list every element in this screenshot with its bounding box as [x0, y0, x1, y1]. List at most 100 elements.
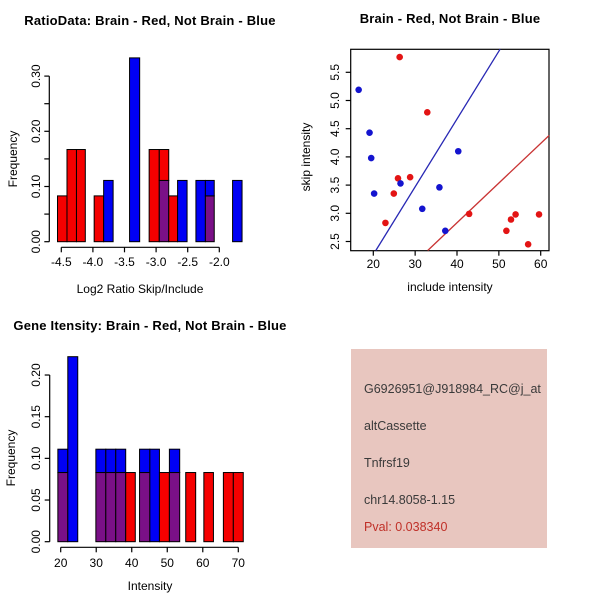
location-text: chr14.8058-1.15 — [364, 493, 456, 507]
y-tick-label: 0.10 — [29, 446, 43, 470]
bar-brain — [168, 195, 179, 243]
y-tick-label: 0.20 — [29, 363, 43, 387]
bar-notbrain — [129, 57, 141, 243]
point-brain — [465, 210, 473, 218]
x-tick-label: 30 — [408, 257, 422, 271]
bar-overlap — [168, 472, 181, 543]
bar-overlap — [105, 472, 117, 543]
plot-box — [350, 48, 550, 252]
bar-overlap — [139, 472, 151, 543]
point-brain — [524, 241, 532, 248]
bar-brain — [148, 149, 160, 243]
probe-id-text: G6926951@J918984_RC@j_at — [364, 382, 541, 396]
ratio-hist-ylabel: Frequency — [6, 130, 20, 188]
point-not-brain — [454, 147, 462, 155]
point-brain — [382, 219, 389, 227]
bar-overlap — [57, 472, 69, 543]
y-tick-label: 3.0 — [328, 205, 342, 222]
bar-notbrain — [105, 448, 117, 474]
y-tick-label: 0.00 — [29, 230, 43, 254]
gene-hist-panel: 0.00 0.05 0.10 0.15 0.20 20 30 40 50 60 70 — [29, 356, 246, 570]
x-tick-label: -3.0 — [146, 255, 167, 269]
x-tick-label: -2.5 — [177, 255, 198, 269]
bar-notbrain — [177, 179, 188, 243]
x-tick-label: 30 — [90, 556, 104, 570]
point-brain — [423, 109, 431, 116]
point-brain — [507, 216, 515, 223]
not-brain-fit-line — [375, 48, 501, 251]
y-tick-label: 5.0 — [328, 92, 342, 109]
bar-notbrain — [57, 448, 69, 474]
x-tick-label: 50 — [161, 556, 175, 570]
x-tick-label: -3.5 — [114, 255, 135, 269]
x-tick-label: 70 — [232, 556, 246, 570]
x-tick-label: 60 — [196, 556, 210, 570]
scatter-title: Brain - Red, Not Brain - Blue — [359, 11, 541, 26]
x-tick-label: 40 — [125, 556, 139, 570]
y-tick-label: 4.5 — [328, 120, 342, 137]
y-tick-label: 2.5 — [328, 233, 342, 250]
bar-brain — [158, 472, 170, 543]
y-tick-label: 3.5 — [328, 176, 342, 193]
bar-brain — [203, 472, 214, 543]
point-not-brain — [397, 180, 404, 187]
x-tick-label: 60 — [534, 257, 548, 271]
bar-overlap — [115, 472, 127, 543]
x-tick-label: -4.5 — [51, 255, 72, 269]
x-tick-label: 40 — [450, 257, 464, 271]
point-brain — [535, 211, 543, 218]
scatter-ylabel: skip intensity — [299, 122, 313, 192]
bar-brain — [232, 472, 244, 543]
bar-brain — [158, 149, 170, 181]
gene-hist-xlabel: Intensity — [127, 579, 173, 593]
scatter-xlabel: include intensity — [407, 280, 493, 294]
point-brain — [390, 190, 398, 197]
bar-notbrain — [139, 448, 151, 474]
x-tick-label: -2.0 — [209, 255, 230, 269]
point-not-brain — [367, 154, 375, 162]
bar-notbrain — [103, 179, 114, 243]
y-tick-label: 0.15 — [29, 405, 43, 429]
bar-brain — [185, 472, 197, 543]
point-brain — [512, 211, 519, 218]
bar-notbrain — [95, 448, 107, 474]
point-not-brain — [366, 129, 373, 136]
y-tick-label: 0.00 — [29, 530, 43, 554]
bar-notbrain — [195, 179, 206, 243]
point-not-brain — [370, 190, 378, 197]
bar-brain — [222, 472, 234, 543]
x-tick-label: 20 — [367, 257, 381, 271]
y-tick-label: 4.0 — [328, 148, 342, 165]
scatter-panel: 20 30 40 50 60 2.5 3.0 3.5 4.0 4.5 5.0 5.5 — [328, 48, 550, 271]
x-tick-label: -4.0 — [83, 255, 104, 269]
point-not-brain — [355, 86, 362, 94]
bar-overlap — [95, 472, 107, 543]
point-not-brain — [441, 227, 449, 235]
bar-brain — [66, 149, 77, 243]
y-tick-label: 5.5 — [328, 64, 342, 81]
bar-brain — [93, 195, 105, 243]
bar-notbrain — [168, 448, 181, 474]
bar-notbrain — [204, 179, 215, 197]
gene-hist-ylabel: Frequency — [4, 429, 18, 487]
bar-notbrain — [149, 448, 160, 543]
y-tick-label: 0.20 — [29, 119, 43, 143]
bar-notbrain — [67, 356, 79, 543]
point-brain — [396, 53, 403, 61]
x-tick-label: 20 — [54, 556, 68, 570]
bar-notbrain — [232, 179, 243, 243]
bar-brain — [57, 195, 68, 243]
point-brain — [406, 173, 414, 181]
bar-brain — [75, 149, 86, 243]
y-tick-label: 0.10 — [29, 174, 43, 198]
splice-type-text: altCassette — [364, 419, 427, 433]
ratio-hist-xlabel: Log2 Ratio Skip/Include — [76, 282, 204, 296]
pval-text: Pval: 0.038340 — [364, 520, 448, 534]
bar-notbrain — [115, 448, 127, 474]
point-not-brain — [418, 205, 426, 213]
gene-name-text: Tnfrsf19 — [364, 456, 410, 470]
point-brain — [394, 175, 402, 182]
ratio-hist-panel: 0.00 0.10 0.20 0.30 -4.5 -4.0 -3.5 -3.0 -2.5 -2.0 — [29, 57, 243, 269]
